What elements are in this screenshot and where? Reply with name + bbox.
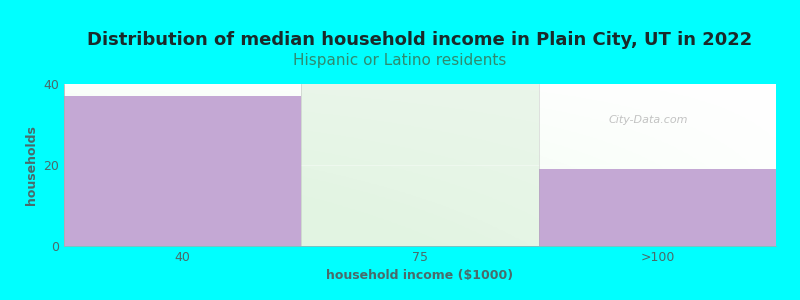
Bar [64, 96, 302, 246]
Title: Distribution of median household income in Plain City, UT in 2022: Distribution of median household income … [87, 31, 753, 49]
Bar [302, 84, 538, 246]
Y-axis label: households: households [25, 125, 38, 205]
Text: City-Data.com: City-Data.com [608, 115, 687, 124]
X-axis label: household income ($1000): household income ($1000) [326, 269, 514, 282]
Text: Hispanic or Latino residents: Hispanic or Latino residents [294, 52, 506, 68]
Bar [538, 169, 776, 246]
